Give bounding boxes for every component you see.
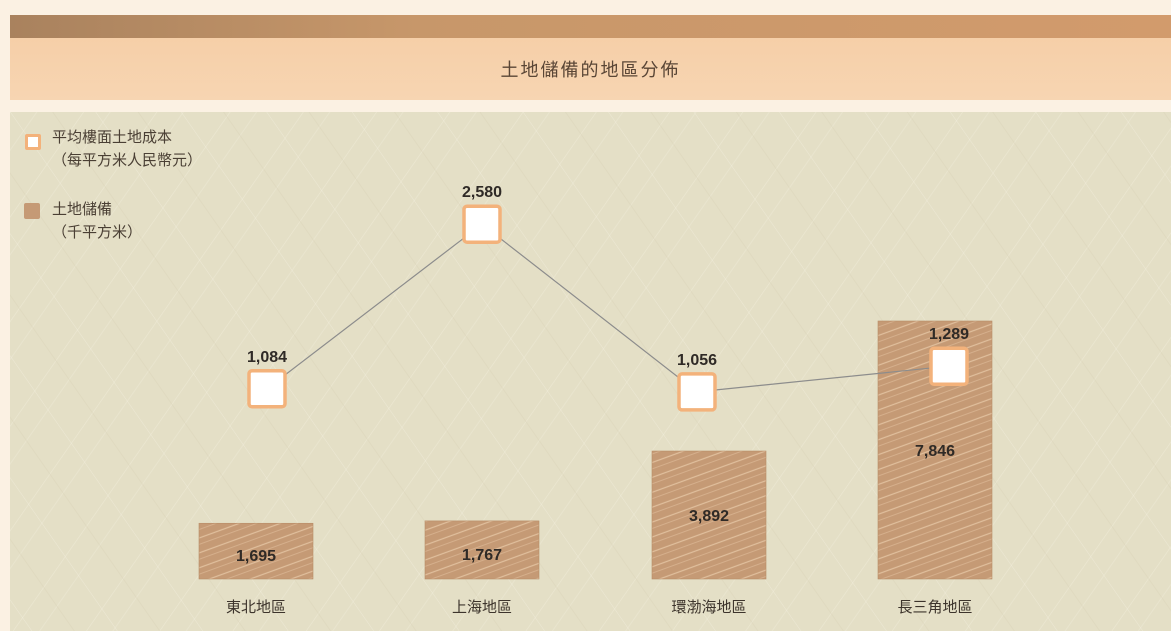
line-marker-1 (247, 369, 287, 409)
chart-title: 土地儲備的地區分佈 (500, 60, 681, 81)
bar-3 (651, 450, 767, 580)
line-marker-3 (677, 372, 717, 412)
legend-bar-unit: （千平方米） (52, 223, 143, 241)
legend-line-label: 平均樓面土地成本 (52, 128, 173, 146)
legend-line-unit: （每平方米人民幣元） (52, 151, 203, 169)
category-label-1: 東北地區 (226, 598, 286, 616)
line-value-label-1: 1,084 (247, 349, 287, 366)
bar-value-label-2: 1,767 (462, 547, 502, 564)
bar-1 (198, 522, 314, 580)
category-label-3: 環渤海地區 (671, 598, 746, 616)
bar-value-label-3: 3,892 (689, 508, 729, 525)
line-marker-4 (929, 346, 969, 386)
category-labels: 東北地區 上海地區 環渤海地區 長三角地區 (226, 598, 973, 616)
chart-panel: 平均樓面土地成本 （每平方米人民幣元） 土地儲備 （千平方米） 1,695 1,7… (10, 112, 1171, 631)
bar-group: 1,695 1,767 3,892 7,846 (198, 320, 993, 580)
bar-value-label-1: 1,695 (236, 548, 276, 565)
legend-bar-label: 土地儲備 (52, 200, 113, 218)
line-series (266, 223, 950, 393)
bar-2 (424, 520, 540, 580)
legend-marker-swatch (25, 134, 41, 150)
line-value-label-3: 1,056 (677, 352, 717, 369)
category-label-4: 長三角地區 (897, 598, 972, 616)
line-value-label-4: 1,289 (929, 326, 969, 343)
category-label-2: 上海地區 (452, 598, 512, 616)
legend-bar-swatch (24, 203, 40, 219)
chart-svg: 1,695 1,767 3,892 7,846 1,084 2,580 1,056 1,28… (198, 184, 993, 616)
line-value-label-2: 2,580 (462, 184, 502, 201)
line-marker-2 (462, 204, 502, 244)
title-band: 土地儲備的地區分佈 (10, 38, 1171, 100)
bar-value-label-4: 7,846 (915, 443, 955, 460)
header-decor-strip (10, 15, 1171, 38)
line-group: 1,084 2,580 1,056 1,289 (247, 184, 969, 412)
